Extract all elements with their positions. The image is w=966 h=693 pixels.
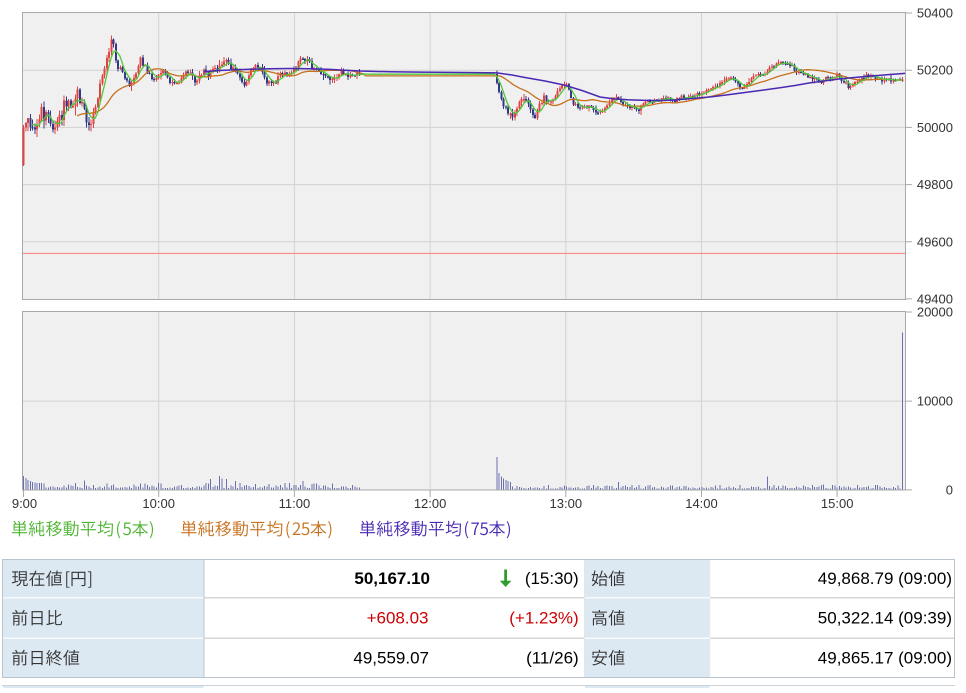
svg-text:49600: 49600: [917, 234, 953, 249]
svg-text:12:00: 12:00: [414, 496, 447, 511]
svg-text:10000: 10000: [917, 394, 953, 409]
svg-text:20000: 20000: [917, 305, 953, 320]
svg-text:49,865.17 (09:00): 49,865.17 (09:00): [818, 648, 952, 667]
svg-text:50,322.14 (09:39): 50,322.14 (09:39): [818, 609, 952, 628]
svg-text:50,167.10: 50,167.10: [354, 569, 430, 588]
svg-text:50200: 50200: [917, 63, 953, 78]
svg-text:49,559.07: 49,559.07: [353, 648, 429, 667]
svg-text:13:00: 13:00: [550, 496, 583, 511]
svg-text:14:00: 14:00: [685, 496, 718, 511]
svg-text:(15:30): (15:30): [525, 569, 579, 588]
svg-text:9:00: 9:00: [12, 496, 37, 511]
svg-text:50400: 50400: [917, 6, 953, 21]
svg-text:11:00: 11:00: [279, 496, 311, 511]
svg-text:0: 0: [946, 482, 953, 497]
svg-text:10:00: 10:00: [142, 496, 175, 511]
svg-text:50000: 50000: [917, 120, 953, 135]
svg-text:49,868.79 (09:00): 49,868.79 (09:00): [818, 569, 952, 588]
svg-text:49800: 49800: [917, 177, 953, 192]
svg-text:15:00: 15:00: [821, 496, 854, 511]
svg-text:(+1.23%): (+1.23%): [509, 609, 578, 628]
svg-text:+608.03: +608.03: [367, 609, 429, 628]
svg-text:(11/26): (11/26): [526, 648, 579, 667]
svg-text:49400: 49400: [917, 291, 953, 306]
